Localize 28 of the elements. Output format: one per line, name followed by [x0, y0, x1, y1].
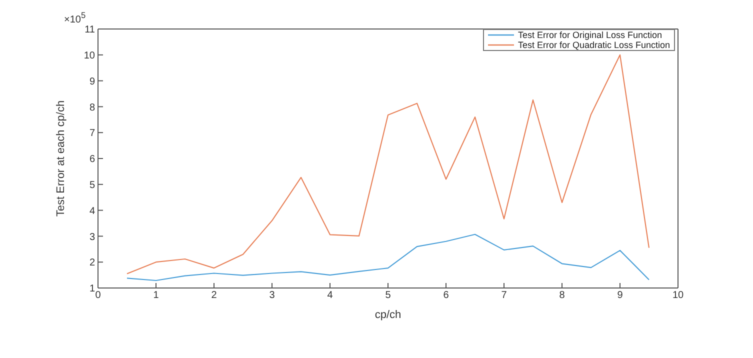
x-tick-label: 8 — [559, 290, 566, 302]
x-tick-label: 3 — [269, 290, 276, 302]
y-tick-label: 11 — [84, 24, 96, 36]
text: ×10$^{5}$ — [64, 10, 86, 26]
x-tick-label: 5 — [385, 290, 392, 302]
x-axis-title: cp/ch — [374, 309, 402, 321]
y-axis-title: Test Error at each cp/ch — [54, 100, 67, 217]
y-tick-label: 9 — [89, 76, 96, 88]
x-tick-label: 9 — [617, 290, 624, 302]
y-tick-label: 10 — [84, 50, 96, 62]
x-tick-label: 6 — [443, 290, 450, 302]
y-tick-label: 5 — [89, 180, 96, 191]
line-series — [126, 54, 650, 274]
line-series — [126, 234, 650, 282]
legend-label: Test Error for Quadratic Loss Function — [518, 40, 670, 50]
x-tick-label: 1 — [153, 290, 160, 302]
x-tick-label: 10 — [672, 290, 684, 302]
x-tick-label: 0 — [95, 290, 102, 302]
y-tick-label: 3 — [89, 232, 96, 243]
y-tick-label: 7 — [89, 128, 96, 140]
x-tick-label: 2 — [211, 290, 218, 302]
legend-label: Test Error for Original Loss Function — [518, 30, 662, 40]
x-tick-label: 4 — [327, 290, 334, 302]
y-tick-label: 2 — [89, 258, 96, 269]
y-tick-label: 8 — [89, 102, 96, 114]
y-tick-label: 4 — [89, 206, 96, 217]
y-tick-label: 6 — [89, 154, 96, 166]
x-tick-label: 7 — [501, 290, 508, 302]
